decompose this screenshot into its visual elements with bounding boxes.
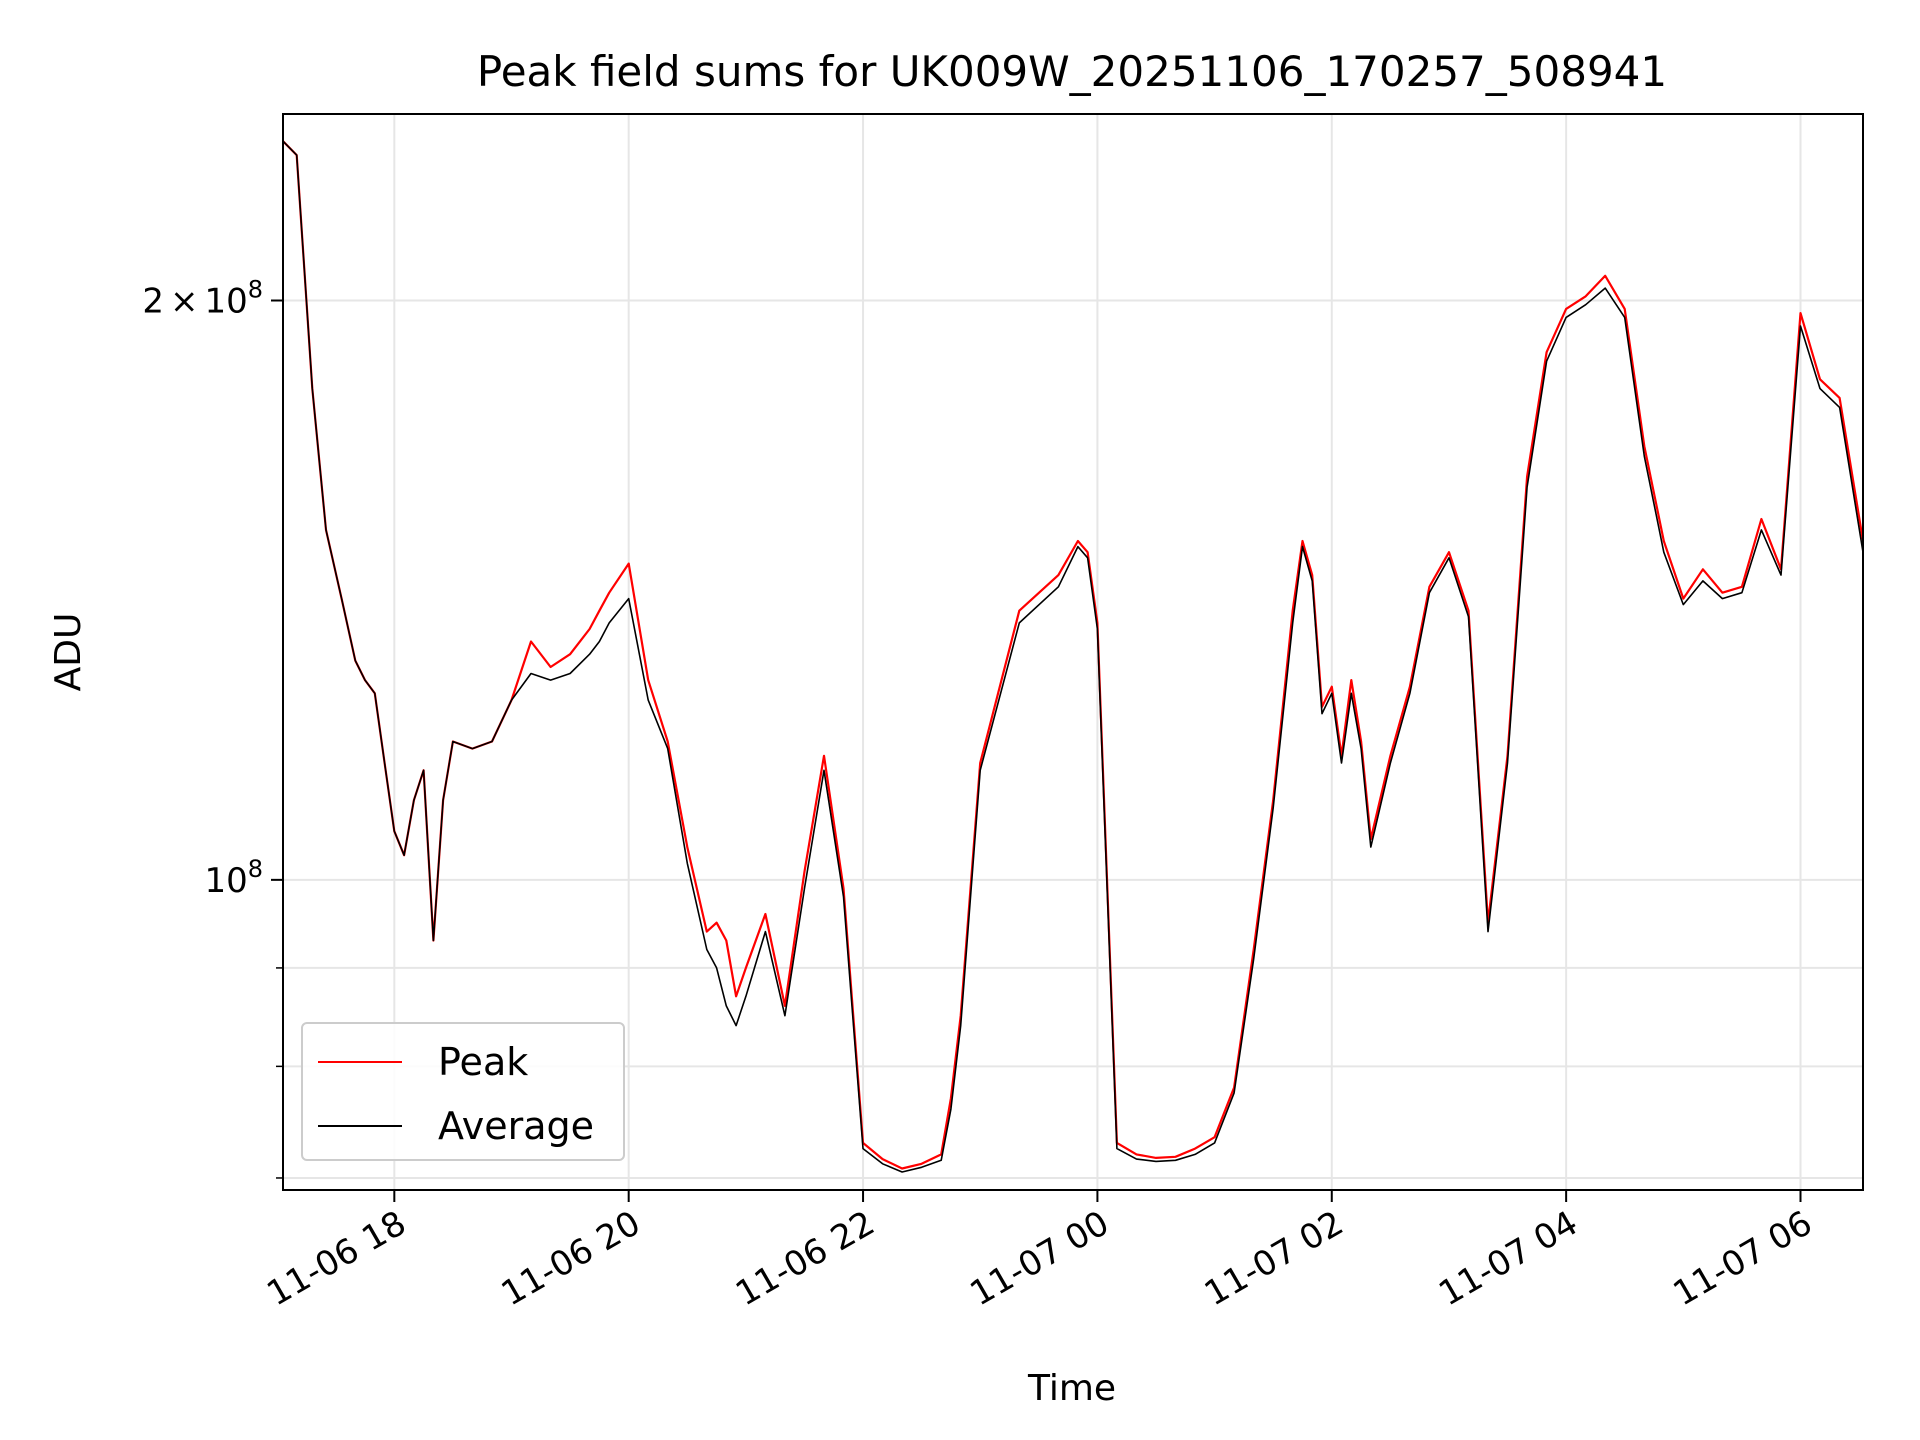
legend-label-peak: Peak (438, 1040, 528, 1084)
y-tick-label: 108 (204, 855, 263, 901)
y-tick-exponent: 8 (248, 855, 263, 883)
chart-title: Peak field sums for UK009W_20251106_1702… (477, 47, 1667, 96)
y-axis-label: ADU (48, 613, 89, 692)
y-tick-base: 10 (204, 282, 247, 322)
legend[interactable]: Peak Average (301, 1022, 625, 1161)
y-tick-times: × (170, 282, 199, 322)
y-tick-base: 10 (204, 861, 247, 901)
y-tick-exponent: 8 (248, 276, 263, 304)
series-layer (282, 140, 1865, 1173)
y-tick-mantissa: 2 (142, 282, 164, 322)
x-axis-label: Time (1027, 1368, 1116, 1409)
plot-frame (282, 113, 1864, 1191)
y-tick-label: 2 × 108 (142, 276, 263, 322)
series-line-average (282, 140, 1864, 1173)
legend-label-average: Average (438, 1104, 594, 1148)
